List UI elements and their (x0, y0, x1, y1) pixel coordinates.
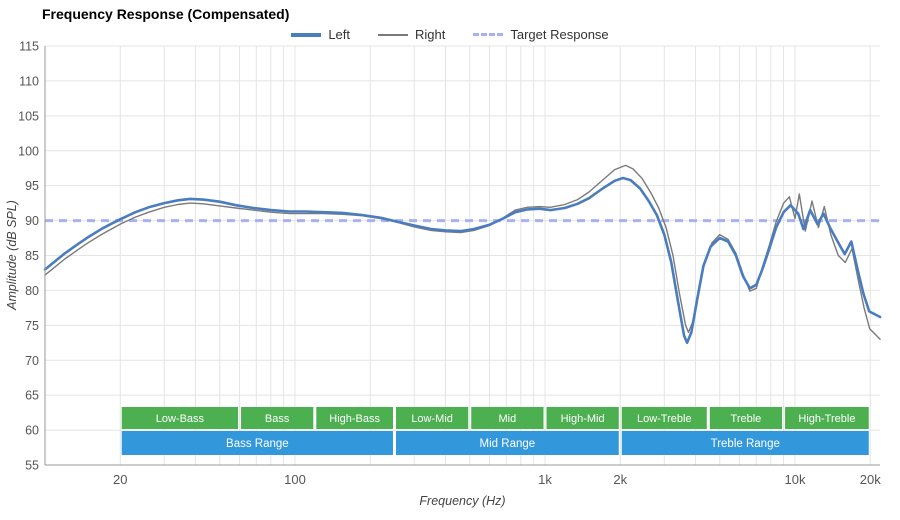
y-tick-label: 115 (19, 40, 39, 54)
band-low-mid (395, 407, 469, 429)
frequency-bands: Low-Bass Bass High-Bass Low-Mid Mid High-Mid L… (121, 407, 869, 455)
chart-title: Frequency Response (Compensated) (42, 6, 290, 22)
band-label: Low-Treble (637, 413, 692, 425)
band-label: Low-Mid (411, 413, 453, 425)
legend-swatch-target (473, 33, 504, 36)
legend-item-right: Right (378, 27, 445, 42)
y-tick-label: 70 (25, 354, 39, 368)
x-tick-label: 10k (785, 472, 806, 487)
y-tick-label: 80 (25, 284, 39, 298)
x-tick-label: 100 (284, 472, 306, 487)
y-axis-label: Amplitude (dB SPL) (5, 200, 19, 310)
y-tick-label: 85 (25, 249, 39, 263)
x-tick-label: 20k (860, 472, 881, 487)
y-tick-label: 95 (25, 179, 39, 193)
band-label: Bass (265, 413, 290, 425)
series-right (44, 164, 881, 340)
x-axis-label: Frequency (Hz) (419, 494, 506, 508)
legend-label-target: Target Response (510, 27, 609, 42)
x-tick-label: 2k (613, 472, 627, 487)
y-tick-label: 60 (25, 424, 39, 438)
x-tick-label: 1k (538, 472, 552, 487)
band-label: Mid (499, 413, 517, 425)
legend-item-target: Target Response (473, 27, 609, 42)
band-label: High-Mid (561, 413, 605, 425)
y-tick-label: 55 (25, 459, 39, 473)
band-label: Bass Range (226, 438, 289, 450)
y-tick-label: 105 (18, 109, 39, 123)
band-label: Low-Bass (156, 413, 205, 425)
y-tick-label: 75 (25, 319, 39, 333)
band-low-bass (121, 407, 239, 429)
band-label: High-Treble (798, 413, 855, 425)
band-high-bass (316, 407, 393, 429)
band-low-treble (621, 407, 707, 429)
y-tick-label: 110 (19, 74, 39, 88)
band-mid (471, 407, 544, 429)
legend-swatch-right (378, 33, 409, 36)
x-tick-label: 20 (113, 472, 127, 487)
y-tick-label: 90 (25, 214, 39, 228)
gridlines (45, 45, 880, 465)
legend: Left Right Target Response (0, 27, 900, 42)
band-bass-range (121, 431, 393, 455)
series-left (43, 176, 882, 345)
band-bass (241, 407, 314, 429)
y-tick-label: 65 (25, 389, 39, 403)
band-treble-range (621, 431, 869, 455)
band-label: Treble Range (711, 438, 780, 450)
legend-item-left: Left (291, 27, 350, 42)
band-label: Mid Range (480, 438, 536, 450)
band-mid-range (395, 431, 619, 455)
legend-label-left: Left (328, 27, 351, 42)
band-label: Treble (731, 413, 762, 425)
y-tick-label: 100 (18, 144, 39, 158)
legend-swatch-left (291, 32, 322, 37)
band-high-treble (785, 407, 869, 429)
legend-label-right: Right (415, 27, 446, 42)
band-high-mid (546, 407, 619, 429)
band-label: High-Bass (329, 413, 380, 425)
band-treble (709, 407, 783, 429)
